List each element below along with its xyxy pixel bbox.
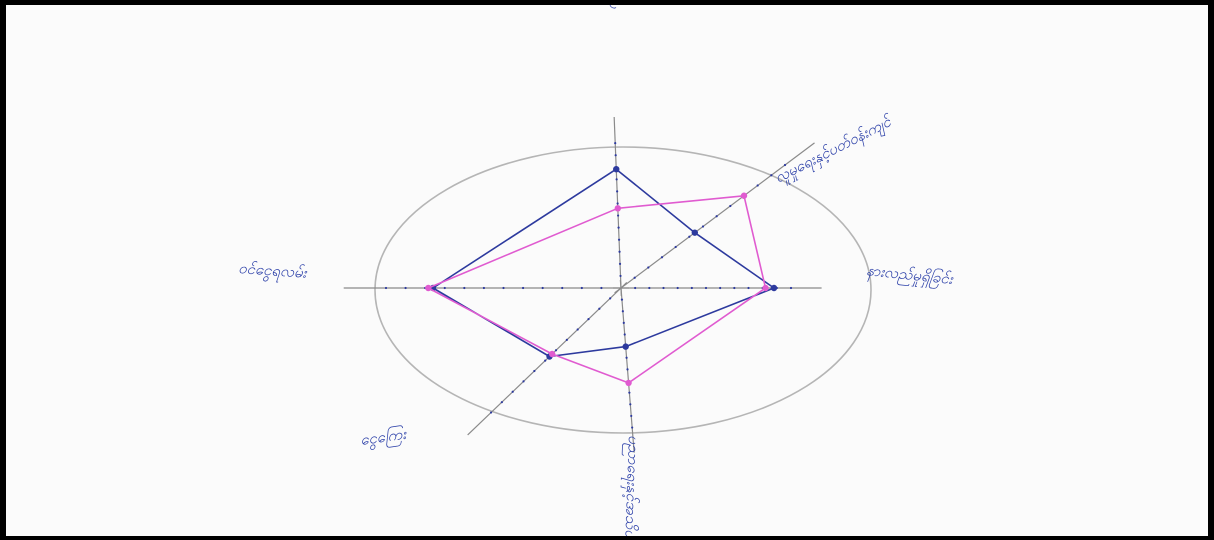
axis-tick-dot (617, 238, 621, 241)
axis-tick-dot (500, 401, 503, 404)
axis-tick-dot (783, 163, 787, 167)
axis-tick-dot (463, 286, 466, 290)
axis-tick-dot (404, 286, 407, 290)
axis-tick-dot (625, 356, 628, 359)
axis-tick-dot (616, 202, 619, 205)
radar-chart: ကျန်းမာရေးစောင့်ရှောက်မှုလူမှုရေးနှင့်ပတ… (238, 5, 955, 536)
axis-label-3: နားလည်မှုရှိခြင်း (865, 261, 954, 291)
axis-tick-dot (756, 184, 759, 187)
axis-tick-dot (648, 286, 651, 290)
axis-tick-dot (676, 286, 679, 290)
axis-tick-dot (561, 286, 564, 290)
axis-tick-dot (634, 286, 637, 290)
radar-axis-4 (619, 279, 635, 453)
axis-tick-dot (615, 178, 618, 181)
axis-tick-dot (747, 286, 750, 290)
series-2-point (614, 205, 622, 212)
axis-tick-dot (521, 286, 525, 290)
series-2-point (625, 379, 632, 387)
outer-circle (374, 146, 872, 434)
axis-tick-dot (674, 245, 677, 249)
axis-tick-dot (609, 297, 612, 300)
series-1-point (622, 343, 629, 350)
radar-axis-5 (467, 282, 628, 436)
axis-label-6: ဝင်ငွေရလမ်း (238, 259, 309, 285)
axis-tick-dot (631, 426, 634, 429)
axis-tick-dot (690, 286, 693, 290)
axis-tick-dot (614, 154, 617, 157)
axis-tick-dot (620, 298, 624, 301)
axis-tick-dot (384, 286, 388, 290)
axis-tick-dot (770, 174, 773, 177)
axis-tick-dot (443, 286, 446, 290)
axis-tick-dot (489, 411, 493, 414)
series-polygon-2 (427, 195, 767, 384)
radar-ticks (384, 142, 793, 429)
axis-tick-dot (541, 286, 544, 290)
axis-tick-dot (618, 262, 622, 265)
axis-tick-dot (587, 318, 590, 321)
axis-tick-dot (729, 204, 732, 208)
chart-frame (374, 146, 872, 434)
axis-tick-dot (662, 286, 665, 290)
axis-tick-dot (617, 214, 620, 217)
axis-label-1: ကျန်းမာရေးစောင့်ရှောက်မှု (602, 5, 628, 10)
axis-tick-dot (533, 369, 536, 373)
series-1-point (770, 284, 778, 292)
axis-tick-dot (688, 235, 691, 238)
axis-tick-dot (633, 276, 636, 279)
chart-paper: ကျန်းမာရေးစောင့်ရှောက်မှုလူမှုရေးနှင့်ပတ… (6, 5, 1208, 536)
axis-tick-dot (619, 274, 622, 278)
axis-tick-dot (719, 286, 722, 290)
axis-label-5: ငွေကြေး (359, 425, 409, 452)
series-2-point (548, 350, 556, 358)
axis-tick-dot (660, 256, 664, 259)
axis-label-4: ပညာရေးနှင့်အသိပညာ (618, 435, 643, 536)
series-1-point (613, 165, 620, 173)
axis-tick-dot (789, 286, 793, 290)
axis-tick-dot (502, 286, 505, 290)
axis-label-2: လူမှုရေးနှင့်ပတ်ဝန်းကျင် (772, 111, 897, 189)
axis-tick-dot (614, 142, 617, 145)
axis-tick-dot (629, 403, 632, 406)
axis-tick-dot (522, 380, 525, 383)
series-2-point (425, 284, 432, 292)
axis-tick-dot (715, 215, 718, 218)
axis-tick-dot (616, 190, 619, 193)
series-2-point (740, 192, 748, 199)
axis-tick-dot (482, 286, 486, 290)
axis-tick-dot (626, 368, 629, 371)
axis-tick-dot (554, 349, 558, 352)
series-2-point (762, 284, 769, 292)
axis-tick-dot (511, 390, 514, 393)
axis-tick-dot (630, 414, 633, 418)
axis-tick-dot (704, 286, 708, 290)
axis-tick-dot (701, 225, 705, 228)
axis-tick-dot (598, 307, 601, 310)
axis-tick-dot (600, 286, 603, 290)
axis-tick-dot (618, 250, 621, 253)
axis-tick-dot (623, 333, 626, 336)
axis-tick-dot (628, 391, 631, 394)
axis-tick-dot (580, 286, 583, 290)
axis-tick-dot (576, 328, 579, 331)
axis-tick-dot (622, 321, 625, 324)
axis-tick-dot (733, 286, 736, 290)
series-1-point (691, 229, 698, 236)
radar-series (425, 165, 778, 387)
axis-tick-dot (617, 226, 620, 229)
axis-tick-dot (565, 338, 568, 341)
axis-tick-dot (621, 310, 624, 313)
axis-tick-dot (647, 266, 650, 269)
axis-tick-dot (544, 359, 547, 362)
radar-axis-labels: ကျန်းမာရေးစောင့်ရှောက်မှုလူမှုရေးနှင့်ပတ… (238, 5, 955, 536)
